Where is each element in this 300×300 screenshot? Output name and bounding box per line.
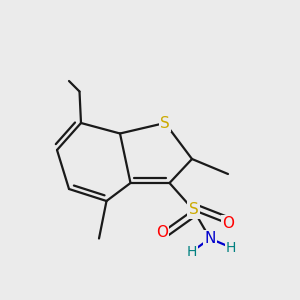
Text: H: H (226, 241, 236, 254)
Text: O: O (156, 225, 168, 240)
Text: S: S (160, 116, 170, 130)
Text: S: S (189, 202, 198, 217)
Text: N: N (204, 231, 216, 246)
Text: O: O (222, 216, 234, 231)
Text: H: H (186, 245, 197, 259)
